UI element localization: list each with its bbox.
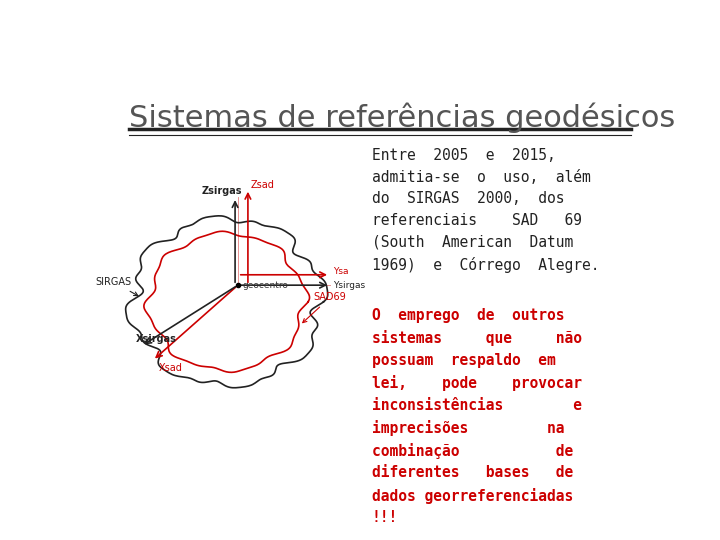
Text: Entre  2005  e  2015,
admitia-se  o  uso,  além
do  SIRGAS  2000,  dos
referenci: Entre 2005 e 2015, admitia-se o uso, alé…	[372, 148, 599, 273]
Text: Sistemas de referências geodésicos: Sistemas de referências geodésicos	[129, 102, 675, 133]
Text: SIRGAS: SIRGAS	[96, 277, 138, 296]
Text: Zsirgas: Zsirgas	[202, 186, 242, 196]
Text: 28: 28	[639, 504, 660, 519]
Text: Ysa: Ysa	[333, 267, 348, 275]
Text: Ysirgas: Ysirgas	[333, 281, 365, 290]
Text: O  emprego  de  outros
sistemas     que     não
possuam  respaldo  em
lei,    po: O emprego de outros sistemas que não pos…	[372, 308, 582, 525]
Text: Xsad: Xsad	[158, 363, 182, 373]
Text: Zsad: Zsad	[250, 180, 274, 190]
Text: SAD69: SAD69	[302, 293, 346, 323]
Text: Xsirgas: Xsirgas	[136, 334, 177, 343]
Text: geocentro: geocentro	[243, 281, 288, 289]
